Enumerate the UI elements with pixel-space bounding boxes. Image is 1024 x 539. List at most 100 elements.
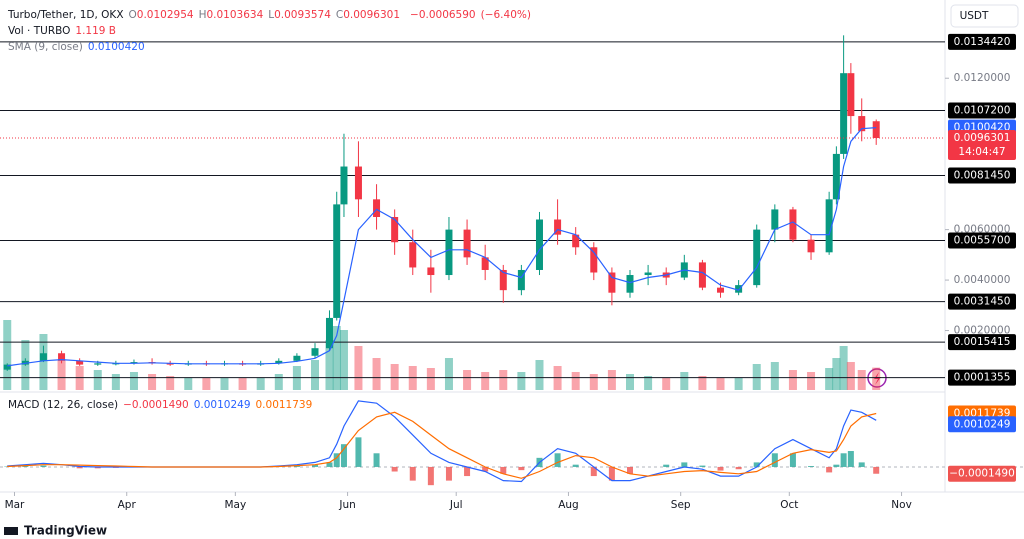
ohlc-value: 0.0103634 — [206, 9, 264, 21]
macd-histogram-bar — [355, 437, 362, 467]
macd-histogram-bar — [699, 465, 706, 467]
candle-body — [58, 353, 66, 361]
candle-body — [94, 363, 102, 365]
level-label: 0.0031450 — [954, 296, 1011, 308]
volume-bar — [607, 370, 616, 390]
volume-bar — [111, 374, 120, 390]
macd-label: 0.0010249 — [954, 418, 1011, 430]
hist-label: −0.0001490 — [949, 468, 1015, 480]
header: Turbo/Tether, 1D, OKX O0.0102954 H0.010363… — [8, 9, 536, 21]
sma-legend: SMA (9, close) 0.0100420 — [8, 41, 150, 53]
candle-body — [340, 166, 348, 205]
macd-histogram-bar — [572, 464, 579, 467]
level-label: 0.0001355 — [954, 372, 1011, 384]
volume-bar — [426, 368, 435, 390]
ohlc-letter: L — [268, 9, 275, 21]
y-tick-label: 0.0040000 — [954, 274, 1011, 286]
signal-value: 0.0011739 — [255, 399, 313, 411]
y-tick-label: 0.0020000 — [954, 325, 1011, 337]
ohlc-letter: O — [128, 9, 137, 21]
level-label: 0.0107200 — [954, 105, 1011, 117]
volume-bar — [274, 374, 283, 390]
volume-bar — [734, 378, 743, 390]
candle-body — [76, 360, 84, 365]
sma-label: 0.0100420 — [954, 122, 1011, 134]
volume-bar — [788, 370, 797, 390]
volume-value: 1.119 B — [75, 25, 117, 37]
candle-body — [626, 275, 634, 293]
candle-body — [590, 247, 598, 273]
level-label-box — [948, 33, 1016, 50]
macd-histogram-bar — [340, 444, 347, 467]
candle-body — [825, 199, 833, 253]
volume-bar — [166, 376, 175, 390]
candle-body — [608, 272, 616, 293]
volume-bar — [325, 340, 334, 390]
macd-histogram-bar — [76, 466, 83, 469]
level-label-box — [948, 293, 1016, 310]
level-label-box — [948, 334, 1016, 351]
macd-histogram-bar — [518, 466, 525, 471]
volume-bar — [716, 378, 725, 390]
macd-histogram-bar — [500, 466, 507, 474]
candle-body — [3, 364, 11, 370]
macd-histogram-bar — [326, 462, 333, 467]
ohlc-letter: C — [335, 9, 344, 21]
macd-histogram-bar — [333, 453, 340, 467]
candle-body — [858, 116, 866, 132]
macd-histogram-bar — [873, 466, 880, 474]
macd-histogram-bar — [627, 466, 633, 474]
volume-bar — [444, 358, 453, 390]
macd-label-box — [948, 416, 1016, 433]
macd-histogram-bar — [312, 464, 318, 467]
macd-histogram-bar — [826, 466, 833, 473]
y-tick-label: 0.0120000 — [954, 72, 1011, 84]
volume-bar — [372, 358, 381, 390]
ohlc-value: 0.0096301 — [343, 9, 401, 21]
x-tick-label: Sep — [671, 499, 691, 511]
candle-body — [753, 229, 761, 286]
volume-legend: Vol · TURBO 1.119 B — [8, 25, 121, 37]
level-label-box — [948, 167, 1016, 184]
volume-bar — [202, 378, 211, 390]
candle-body — [735, 285, 743, 293]
alert-bolt — [874, 372, 881, 385]
level-label-box — [948, 102, 1016, 119]
ohlc-letter: H — [198, 9, 207, 21]
volume-bar — [93, 370, 102, 390]
currency-button[interactable] — [950, 4, 1019, 28]
volume-bar — [184, 378, 193, 390]
volume-bar — [256, 378, 265, 390]
macd-histogram-bar — [771, 453, 778, 467]
volume-bar — [857, 370, 866, 390]
volume-bar — [752, 364, 761, 390]
candle-body — [409, 242, 417, 268]
hist-value: −0.0001490 — [123, 399, 189, 411]
change-pct: (−6.40%) — [480, 9, 531, 21]
volume-bar — [839, 346, 848, 390]
macd-histogram-bar — [554, 453, 561, 467]
macd-histogram-bar — [753, 462, 760, 467]
candle-body — [39, 353, 47, 361]
candle-body — [325, 317, 333, 349]
brand-logo — [4, 527, 18, 535]
level-label-box — [948, 232, 1016, 249]
macd-histogram-bar — [373, 453, 380, 467]
x-tick-label: Mar — [5, 499, 25, 511]
volume-bar — [311, 360, 319, 390]
macd-histogram-bar — [293, 466, 300, 467]
ohlc-value: 0.0102954 — [136, 9, 194, 21]
sma-line — [7, 127, 877, 367]
volume-bar — [571, 372, 580, 390]
x-tick-label: Nov — [891, 499, 912, 511]
candle-body — [771, 209, 779, 230]
candle-body — [311, 348, 319, 356]
volume-bar — [872, 367, 881, 390]
signal-line — [7, 411, 877, 479]
candle-body — [807, 239, 815, 253]
volume-bar — [662, 378, 671, 390]
hist-label-box — [948, 465, 1016, 482]
candle-body — [499, 269, 507, 291]
volume-bar — [3, 320, 12, 390]
